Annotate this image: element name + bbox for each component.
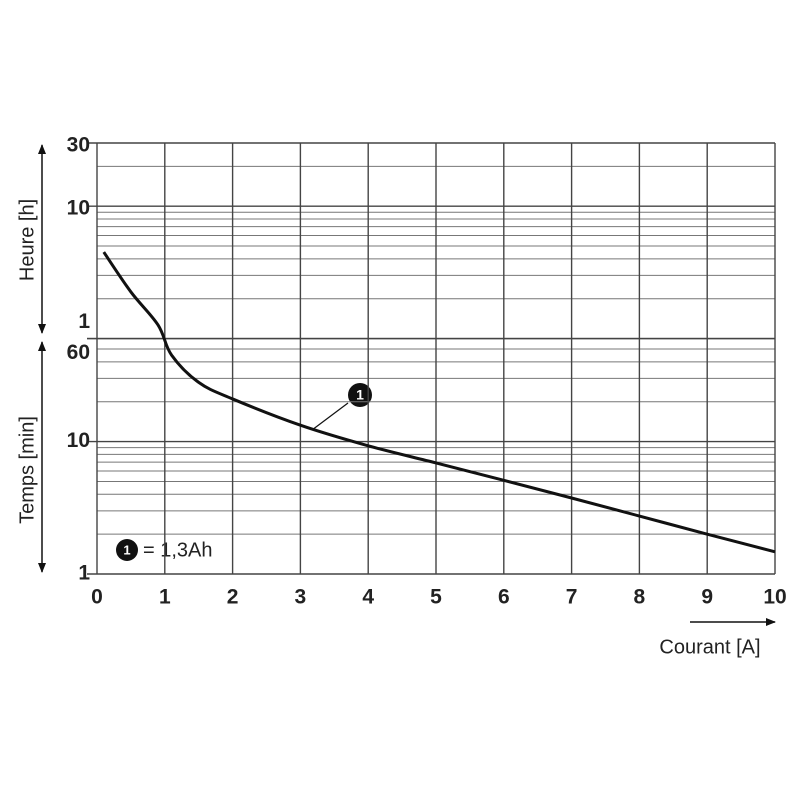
x-tick-label: 0 <box>91 586 103 609</box>
x-tick-label: 2 <box>227 586 239 609</box>
y2-tick-label: 30 <box>67 134 90 157</box>
y2-axis-label: Heure [h] <box>16 199 38 281</box>
callout-line <box>311 402 349 431</box>
callout-marker <box>348 383 372 407</box>
callout-label: 1 <box>356 387 364 403</box>
x-tick-label: 10 <box>763 586 786 609</box>
y-tick-label: 60 <box>67 341 90 364</box>
legend-marker <box>116 539 138 561</box>
y-tick-label: 1 <box>78 562 90 585</box>
y2-tick-label: 1 <box>78 310 90 333</box>
y-tick-label: 10 <box>67 429 90 452</box>
x-tick-label: 6 <box>498 586 510 609</box>
y-axis-label: Temps [min] <box>16 416 38 524</box>
x-tick-label: 9 <box>701 586 713 609</box>
curve <box>102 251 776 554</box>
x-tick-label: 4 <box>362 586 374 609</box>
x-tick-label: 8 <box>634 586 646 609</box>
x-tick-label: 1 <box>159 586 171 609</box>
x-tick-label: 3 <box>295 586 307 609</box>
legend-label: 1 <box>123 542 130 557</box>
x-axis-label: Courant [A] <box>659 636 760 658</box>
x-tick-label: 7 <box>566 586 578 609</box>
x-tick-label: 5 <box>430 586 442 609</box>
legend-text: = 1,3Ah <box>143 539 213 561</box>
y2-tick-label: 10 <box>67 197 90 220</box>
